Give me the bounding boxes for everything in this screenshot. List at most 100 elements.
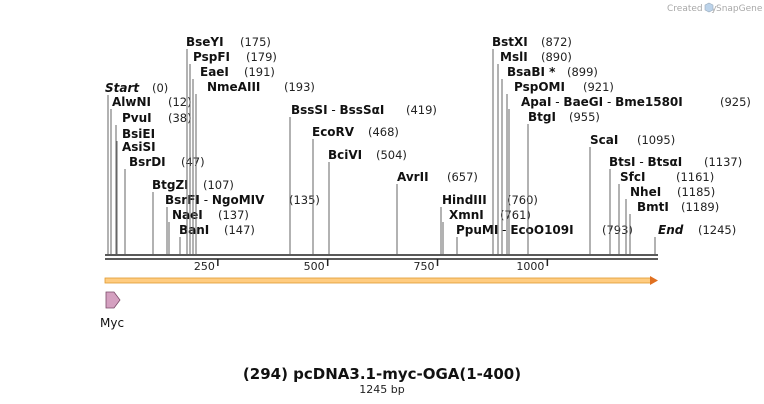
site-label-ecorv: EcoRV [312, 125, 355, 139]
feature-myc[interactable]: Myc [100, 291, 124, 330]
site-bsrfi[interactable]: BsrFI - NgoMIV (135) [165, 193, 320, 254]
ruler-tick-label: 750 [414, 260, 435, 273]
site-position-pspomi: (921) [583, 80, 614, 94]
site-label-apai: ApaI - BaeGI - Bme1580I [521, 95, 683, 109]
construct-length: 1245 bp [359, 383, 404, 396]
site-position-start: (0) [152, 81, 168, 95]
site-label-scai: ScaI [590, 133, 618, 147]
site-position-bseyi: (175) [240, 35, 271, 49]
site-bsssi[interactable]: BssSI - BssSαI (419) [289, 103, 437, 254]
site-nmeaiii[interactable]: NmeAIII (193) [195, 80, 315, 254]
site-label-end: End [658, 223, 684, 237]
site-label-btsi: BtsI - BtsαI [609, 155, 682, 169]
site-nhei[interactable]: NheI (1185) [625, 185, 715, 254]
site-position-scai: (1095) [637, 133, 675, 147]
site-position-bstxi: (872) [541, 35, 572, 49]
site-position-btgi: (955) [569, 110, 600, 124]
site-label-nmeaiii: NmeAIII [207, 80, 260, 94]
snapgene-logo-icon [704, 2, 714, 13]
site-position-bcivi: (504) [376, 148, 407, 162]
site-bstxi[interactable]: BstXI (872) [492, 35, 572, 254]
site-position-bsrfi: (135) [289, 193, 320, 207]
site-label-bseyi: BseYI [186, 35, 224, 49]
site-position-btsi: (1137) [704, 155, 742, 169]
ruler-tick-label: 250 [194, 260, 215, 273]
site-position-bani: (147) [224, 223, 255, 237]
site-position-ecorv: (468) [368, 125, 399, 139]
site-msli[interactable]: MslI (890) [497, 50, 572, 254]
site-eaei[interactable]: EaeI (191) [192, 65, 275, 254]
site-label-xmni: XmnI [449, 208, 484, 222]
site-bsabi[interactable]: BsaBI * (899) [501, 65, 598, 254]
feature-label-myc: Myc [100, 316, 124, 330]
site-position-msli: (890) [541, 50, 572, 64]
site-position-apai: (925) [720, 95, 751, 109]
site-bcivi[interactable]: BciVI (504) [328, 148, 407, 254]
site-btgzi[interactable]: BtgZI (107) [152, 178, 234, 254]
site-xmni[interactable]: XmnI (761) [442, 208, 531, 254]
site-label-bsabi: BsaBI * [507, 65, 556, 79]
site-label-pvui: PvuI [122, 111, 152, 125]
site-ppumi[interactable]: PpuMI - EcoO109I (793) [456, 223, 633, 254]
site-position-xmni: (761) [500, 208, 531, 222]
site-bseyi[interactable]: BseYI (175) [186, 35, 271, 254]
site-pspomi[interactable]: PspOMI (921) [506, 80, 614, 254]
site-label-bsssi: BssSI - BssSαI [291, 103, 384, 117]
site-position-bsssi: (419) [406, 103, 437, 117]
myc-arrow-icon [105, 291, 121, 309]
site-btgi[interactable]: BtgI (955) [527, 110, 600, 254]
site-pspfi[interactable]: PspFI (179) [189, 50, 277, 254]
site-hindiii[interactable]: HindIII (760) [440, 193, 538, 254]
credit-prefix: Created by [667, 4, 717, 14]
site-apai[interactable]: ApaI - BaeGI - Bme1580I (925) [508, 95, 751, 254]
site-position-avrii: (657) [447, 170, 478, 184]
site-label-btgzi: BtgZI [152, 178, 189, 192]
site-scai[interactable]: ScaI (1095) [589, 133, 675, 254]
site-position-bsabi: (899) [567, 65, 598, 79]
site-btsi[interactable]: BtsI - BtsαI (1137) [609, 155, 742, 254]
site-label-sfci: SfcI [620, 170, 645, 184]
site-label-bcivi: BciVI [328, 148, 362, 162]
site-position-alwni: (12) [168, 95, 192, 109]
site-label-btgi: BtgI [528, 110, 556, 124]
site-asisi[interactable]: AsiSI [116, 140, 156, 254]
site-sfci[interactable]: SfcI (1161) [618, 170, 714, 254]
ruler: 250 500 750 1000 [194, 259, 549, 273]
site-label-alwni: AlwNI [112, 95, 151, 109]
site-position-nhei: (1185) [677, 185, 715, 199]
site-end[interactable]: End (1245) [654, 223, 736, 254]
site-position-pspfi: (179) [246, 50, 277, 64]
site-label-pspfi: PspFI [193, 50, 230, 64]
site-label-pspomi: PspOMI [514, 80, 565, 94]
site-label-bsiei: BsiEI [122, 127, 155, 141]
site-start[interactable]: Start (0) [105, 81, 168, 254]
site-avrii[interactable]: AvrII (657) [396, 170, 478, 254]
site-position-end: (1245) [698, 223, 736, 237]
site-alwni[interactable]: AlwNI (12) [110, 95, 192, 254]
site-ecorv[interactable]: EcoRV (468) [312, 125, 399, 254]
site-label-asisi: AsiSI [122, 140, 156, 154]
site-bmti[interactable]: BmtI (1189) [629, 200, 719, 254]
site-label-bstxi: BstXI [492, 35, 528, 49]
site-position-naei: (137) [218, 208, 249, 222]
credit-brand: SnapGene [716, 4, 763, 14]
site-label-eaei: EaeI [200, 65, 229, 79]
site-label-bani: BanI [179, 223, 209, 237]
site-label-bmti: BmtI [637, 200, 669, 214]
site-label-ppumi: PpuMI - EcoO109I [456, 223, 574, 237]
site-label-avrii: AvrII [397, 170, 429, 184]
site-position-btgzi: (107) [203, 178, 234, 192]
site-position-bmti: (1189) [681, 200, 719, 214]
site-position-sfci: (1161) [676, 170, 714, 184]
site-label-bsrfi: BsrFI - NgoMIV [165, 193, 265, 207]
ruler-tick-label: 1000 [516, 260, 544, 273]
site-position-eaei: (191) [244, 65, 275, 79]
orf-arrow[interactable] [104, 276, 658, 285]
site-position-pvui: (38) [168, 111, 192, 125]
restriction-sites: Start (0)AlwNI (12) PvuI (38) BsiEIAsiSIBsrDI… [105, 35, 751, 254]
ruler-tick-label: 500 [304, 260, 325, 273]
site-label-hindiii: HindIII [442, 193, 487, 207]
construct-title: (294) pcDNA3.1-myc-OGA(1-400) [243, 365, 521, 383]
site-pvui[interactable]: PvuI (38) [115, 111, 192, 254]
